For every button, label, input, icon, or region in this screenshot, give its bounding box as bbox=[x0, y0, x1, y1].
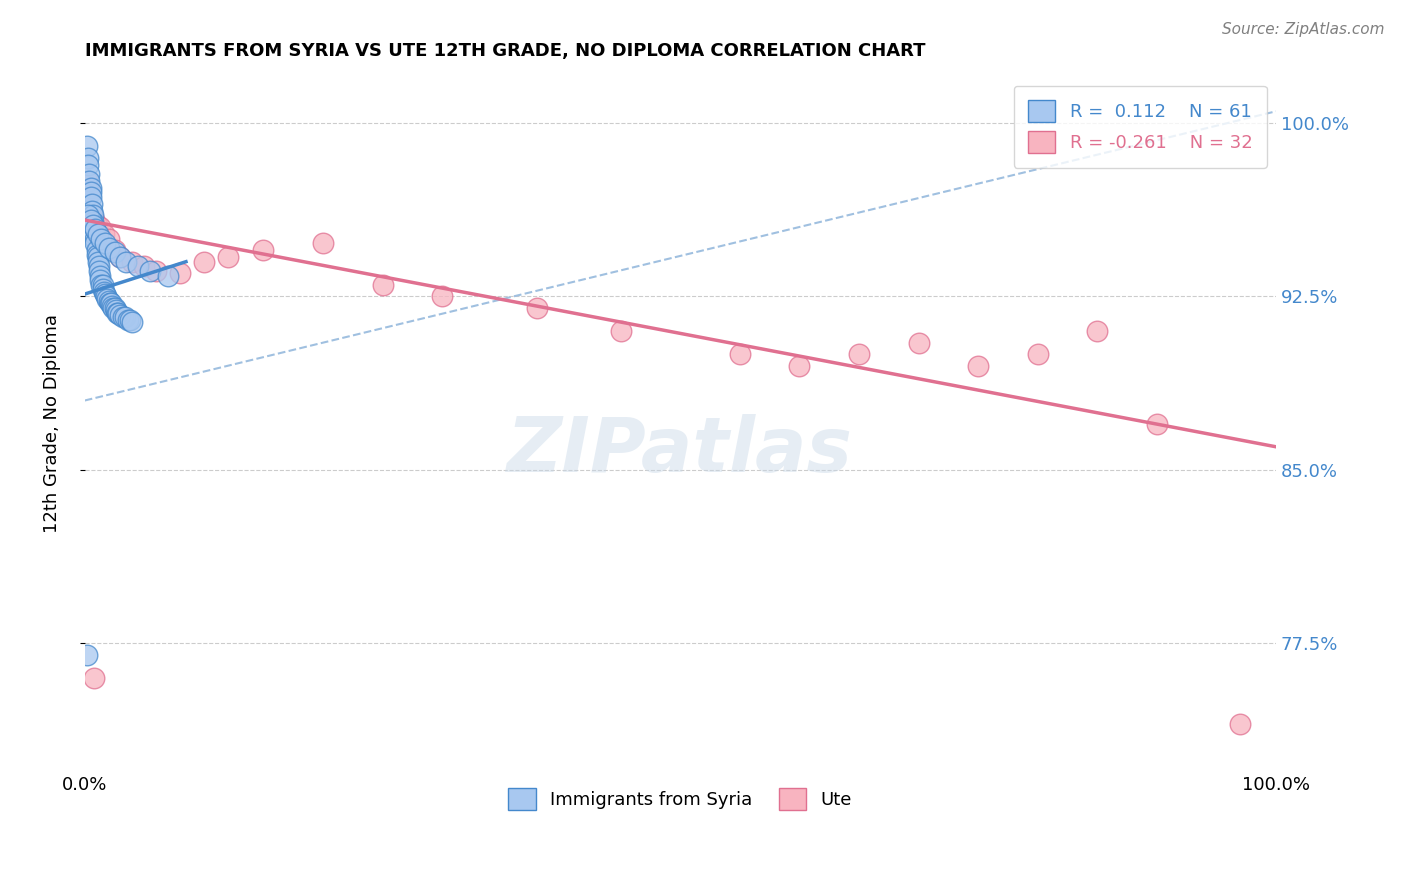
Point bbox=[127, 260, 149, 274]
Point bbox=[430, 289, 453, 303]
Point bbox=[87, 254, 110, 268]
Point bbox=[118, 312, 141, 326]
Point bbox=[114, 310, 136, 325]
Point bbox=[76, 648, 98, 662]
Point bbox=[848, 347, 870, 361]
Point bbox=[111, 310, 134, 325]
Point bbox=[83, 227, 105, 241]
Point bbox=[79, 167, 101, 181]
Point bbox=[80, 190, 103, 204]
Point bbox=[82, 208, 104, 222]
Point bbox=[86, 248, 108, 262]
Point bbox=[121, 315, 143, 329]
Point bbox=[94, 287, 117, 301]
Point bbox=[1026, 347, 1049, 361]
Point bbox=[115, 254, 138, 268]
Point bbox=[87, 264, 110, 278]
Point bbox=[107, 305, 129, 319]
Point bbox=[90, 277, 112, 292]
Point bbox=[76, 139, 98, 153]
Point bbox=[1085, 324, 1108, 338]
Point bbox=[84, 222, 107, 236]
Point bbox=[80, 186, 103, 200]
Point bbox=[217, 250, 239, 264]
Point bbox=[83, 213, 105, 227]
Point bbox=[90, 231, 112, 245]
Point bbox=[101, 299, 124, 313]
Point bbox=[91, 277, 114, 292]
Point bbox=[117, 312, 139, 326]
Point bbox=[83, 219, 105, 234]
Point bbox=[97, 231, 120, 245]
Point bbox=[526, 301, 548, 315]
Point bbox=[1229, 717, 1251, 731]
Point bbox=[76, 174, 98, 188]
Point bbox=[157, 268, 180, 283]
Point bbox=[789, 359, 811, 373]
Legend: Immigrants from Syria, Ute: Immigrants from Syria, Ute bbox=[494, 773, 866, 824]
Text: Source: ZipAtlas.com: Source: ZipAtlas.com bbox=[1222, 22, 1385, 37]
Point bbox=[89, 273, 111, 287]
Point bbox=[121, 254, 143, 268]
Point bbox=[83, 671, 105, 685]
Point bbox=[145, 264, 167, 278]
Point bbox=[105, 305, 128, 319]
Point bbox=[110, 250, 132, 264]
Point bbox=[371, 277, 394, 292]
Point bbox=[193, 254, 215, 268]
Point bbox=[97, 241, 120, 255]
Point bbox=[96, 292, 118, 306]
Point bbox=[87, 227, 110, 241]
Point bbox=[87, 260, 110, 274]
Point bbox=[110, 250, 132, 264]
Point bbox=[103, 301, 125, 315]
Point bbox=[93, 285, 115, 299]
Point bbox=[80, 203, 103, 218]
Point bbox=[80, 180, 103, 194]
Point bbox=[1146, 417, 1168, 431]
Point bbox=[82, 215, 104, 229]
Point bbox=[967, 359, 990, 373]
Point bbox=[80, 208, 103, 222]
Point bbox=[82, 218, 104, 232]
Point bbox=[97, 293, 120, 308]
Point bbox=[86, 218, 108, 232]
Point bbox=[103, 243, 125, 257]
Point bbox=[104, 303, 127, 318]
Point bbox=[100, 296, 122, 310]
Point bbox=[94, 236, 117, 251]
Point bbox=[79, 186, 101, 200]
Point bbox=[93, 227, 115, 241]
Point bbox=[139, 264, 162, 278]
Point bbox=[103, 245, 125, 260]
Point bbox=[84, 231, 107, 245]
Point bbox=[80, 213, 103, 227]
Point bbox=[84, 236, 107, 251]
Point bbox=[312, 236, 335, 251]
Point bbox=[89, 219, 111, 234]
Point bbox=[98, 296, 121, 310]
Point bbox=[169, 266, 191, 280]
Point bbox=[110, 308, 132, 322]
Point bbox=[610, 324, 633, 338]
Point bbox=[77, 157, 100, 171]
Point bbox=[252, 243, 274, 257]
Y-axis label: 12th Grade, No Diploma: 12th Grade, No Diploma bbox=[44, 314, 60, 533]
Point bbox=[80, 197, 103, 211]
Point bbox=[77, 208, 100, 222]
Point bbox=[87, 250, 110, 264]
Point bbox=[728, 347, 751, 361]
Point bbox=[86, 243, 108, 257]
Point bbox=[907, 335, 929, 350]
Text: ZIPatlas: ZIPatlas bbox=[508, 415, 853, 489]
Point bbox=[91, 282, 114, 296]
Point bbox=[134, 260, 156, 274]
Point bbox=[96, 289, 118, 303]
Point bbox=[79, 174, 101, 188]
Point bbox=[77, 151, 100, 165]
Text: IMMIGRANTS FROM SYRIA VS UTE 12TH GRADE, NO DIPLOMA CORRELATION CHART: IMMIGRANTS FROM SYRIA VS UTE 12TH GRADE,… bbox=[84, 42, 925, 60]
Point bbox=[103, 301, 125, 315]
Point bbox=[89, 268, 111, 283]
